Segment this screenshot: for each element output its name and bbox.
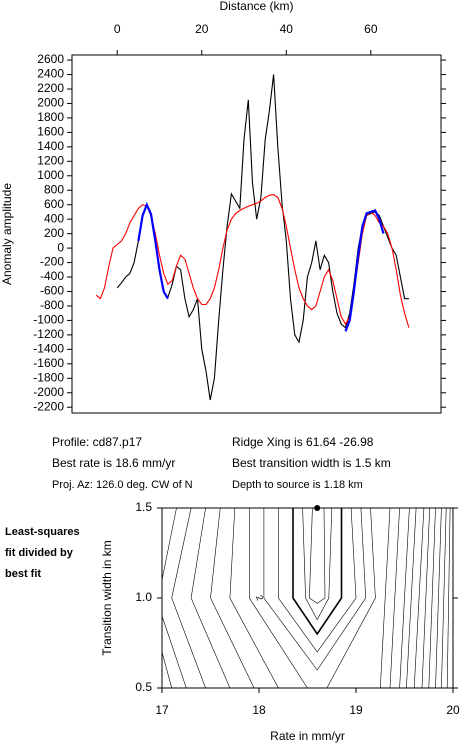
contour-line <box>428 508 436 688</box>
x-axis-label: Distance (km) <box>219 0 293 13</box>
contour-line <box>249 508 376 688</box>
annotation: Depth to source is 1.18 km <box>232 479 363 491</box>
y-tick-label: -2000 <box>33 385 64 399</box>
best-fit-point <box>314 505 321 511</box>
note: best fit <box>5 568 41 580</box>
contour-line <box>162 508 177 581</box>
contour-line <box>421 508 430 688</box>
y-tick-label: -600 <box>40 284 64 298</box>
contour-line <box>162 651 172 688</box>
annotation: Proj. Az: 126.0 deg. CW of N <box>52 479 193 491</box>
y-tick-label: 2000 <box>37 96 64 110</box>
y-tick-label: 1.5 <box>135 500 152 514</box>
y-tick-label: 2400 <box>37 67 64 81</box>
note: Least-squares <box>5 526 80 538</box>
y-axis-label: Transition width in km <box>100 540 114 656</box>
contour-line <box>406 508 417 688</box>
y-tick-label: 2200 <box>37 81 64 95</box>
y-tick-label: -1600 <box>33 356 64 370</box>
y-axis-label: Anomaly amplitude <box>0 183 14 285</box>
data-line <box>116 74 409 401</box>
note: fit divided by <box>5 547 74 559</box>
y-tick-label: -1200 <box>33 327 64 341</box>
contour-line <box>171 508 206 688</box>
plot-frame <box>161 507 454 689</box>
x-tick-label: 20 <box>195 22 209 36</box>
series-layer <box>95 74 410 401</box>
y-tick-label: 1400 <box>37 139 64 153</box>
y-tick-label: 200 <box>44 226 64 240</box>
y-tick-label: 0 <box>57 240 64 254</box>
y-tick-label: -1400 <box>33 342 64 356</box>
contour-line <box>389 508 400 688</box>
y-tick-label: 1200 <box>37 153 64 167</box>
contour-layer <box>162 508 451 688</box>
contour-line <box>229 508 279 688</box>
contour-line <box>309 508 326 604</box>
contour-line <box>190 508 231 688</box>
y-tick-label: 800 <box>44 182 64 196</box>
y-tick-label: -400 <box>40 269 64 283</box>
y-tick-label: 1800 <box>37 110 64 124</box>
x-tick-label: 60 <box>364 22 378 36</box>
y-tick-label: -2200 <box>33 399 64 413</box>
y-tick-label: -800 <box>40 298 64 312</box>
annotation: Best rate is 18.6 mm/yr <box>52 456 175 470</box>
y-tick-label: -1000 <box>33 313 64 327</box>
y-tick-label: 600 <box>44 197 64 211</box>
x-tick-label: 18 <box>252 703 266 717</box>
contour-line <box>435 508 442 688</box>
data-line <box>137 201 385 332</box>
contour-line <box>292 508 343 636</box>
y-tick-label: 400 <box>44 211 64 225</box>
y-tick-label: 1000 <box>37 168 64 182</box>
y-tick-label: 2600 <box>37 52 64 66</box>
plot-frame <box>71 54 442 414</box>
x-tick-label: 17 <box>155 703 169 717</box>
contour-line <box>380 508 391 688</box>
contour-line <box>263 508 367 671</box>
x-tick-label: 40 <box>280 22 294 36</box>
annotation: Profile: cd87.p17 <box>52 435 142 449</box>
annotation: Ridge Xing is 61.64 -26.98 <box>232 435 374 449</box>
x-tick-label: 0 <box>114 22 121 36</box>
y-tick-label: 0.5 <box>135 680 152 694</box>
contour-line <box>399 508 410 688</box>
y-tick-label: -1800 <box>33 370 64 384</box>
annotation: Best transition width is 1.5 km <box>232 456 391 470</box>
y-tick-label: 1600 <box>37 125 64 139</box>
y-tick-label: -200 <box>40 255 64 269</box>
contour-line <box>413 508 425 688</box>
contour-line <box>446 508 451 688</box>
contour-line <box>441 508 447 688</box>
contour-line <box>278 508 357 653</box>
contour-label: 2 <box>254 594 265 602</box>
y-tick-label: 1.0 <box>135 590 152 604</box>
x-tick-label: 19 <box>349 703 363 717</box>
x-axis-label: Rate in mm/yr <box>270 729 345 743</box>
x-tick-label: 20 <box>446 703 460 717</box>
contour-line <box>210 508 255 688</box>
contour-line <box>162 615 187 688</box>
contour-line <box>302 508 333 621</box>
